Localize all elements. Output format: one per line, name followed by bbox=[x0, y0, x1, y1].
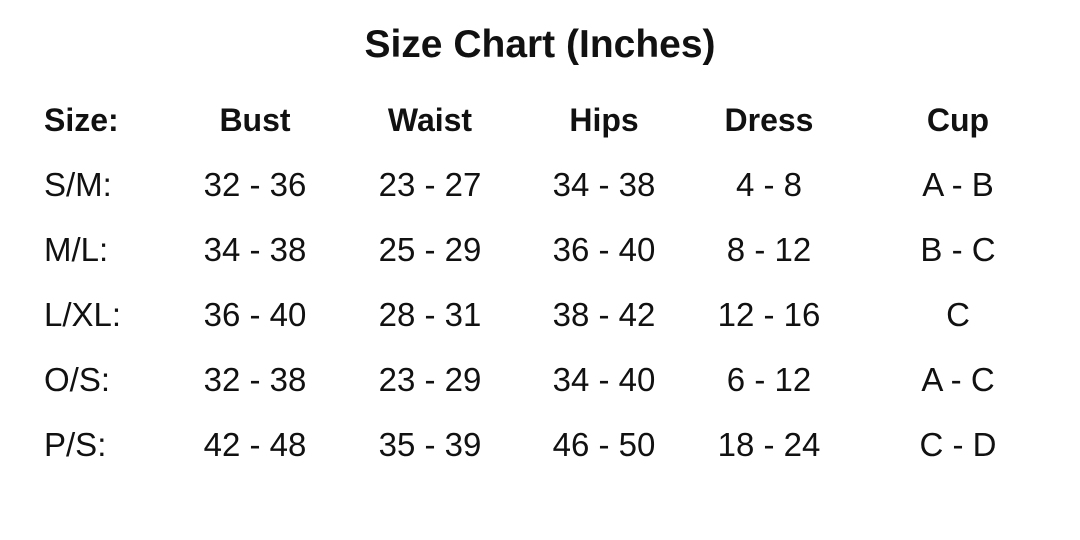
table-cell: 38 - 42 bbox=[552, 296, 656, 333]
table-cell: 23 - 27 bbox=[378, 166, 482, 203]
table-cell: 25 - 29 bbox=[378, 231, 482, 268]
table-cell: 32 - 36 bbox=[203, 166, 307, 203]
table-cell: 28 - 31 bbox=[378, 296, 482, 333]
table-cell: 23 - 29 bbox=[378, 361, 482, 398]
row-label: S/M: bbox=[44, 166, 112, 203]
table-cell: 12 - 16 bbox=[717, 296, 821, 333]
table-cell: 36 - 40 bbox=[552, 231, 656, 268]
table-cell: A - B bbox=[922, 166, 994, 203]
row-label: O/S: bbox=[44, 361, 111, 398]
table-cell: A - C bbox=[921, 361, 995, 398]
table-cell: 34 - 38 bbox=[203, 231, 307, 268]
table-cell: 8 - 12 bbox=[726, 231, 812, 268]
table-cell: 42 - 48 bbox=[203, 426, 307, 463]
row-label: M/L: bbox=[44, 231, 109, 268]
column-header: Dress bbox=[724, 102, 814, 138]
table-cell: B - C bbox=[920, 231, 996, 268]
table-cell: 34 - 40 bbox=[552, 361, 656, 398]
table-cell: 46 - 50 bbox=[552, 426, 656, 463]
table-cell: 36 - 40 bbox=[203, 296, 307, 333]
column-header: Size: bbox=[44, 102, 119, 138]
column-header: Hips bbox=[569, 102, 639, 138]
column-header: Cup bbox=[926, 102, 990, 138]
column-header: Waist bbox=[387, 102, 473, 138]
table-cell: C - D bbox=[919, 426, 997, 463]
table-cell: 32 - 38 bbox=[203, 361, 307, 398]
row-label: L/XL: bbox=[44, 296, 122, 333]
column-header: Bust bbox=[219, 102, 291, 138]
table-cell: C bbox=[946, 296, 970, 333]
table-cell: 34 - 38 bbox=[552, 166, 656, 203]
table-cell: 35 - 39 bbox=[378, 426, 482, 463]
table-cell: 6 - 12 bbox=[726, 361, 812, 398]
page-title: Size Chart (Inches) bbox=[364, 23, 716, 66]
table-cell: 18 - 24 bbox=[717, 426, 821, 463]
row-label: P/S: bbox=[44, 426, 107, 463]
table-cell: 4 - 8 bbox=[735, 166, 803, 203]
